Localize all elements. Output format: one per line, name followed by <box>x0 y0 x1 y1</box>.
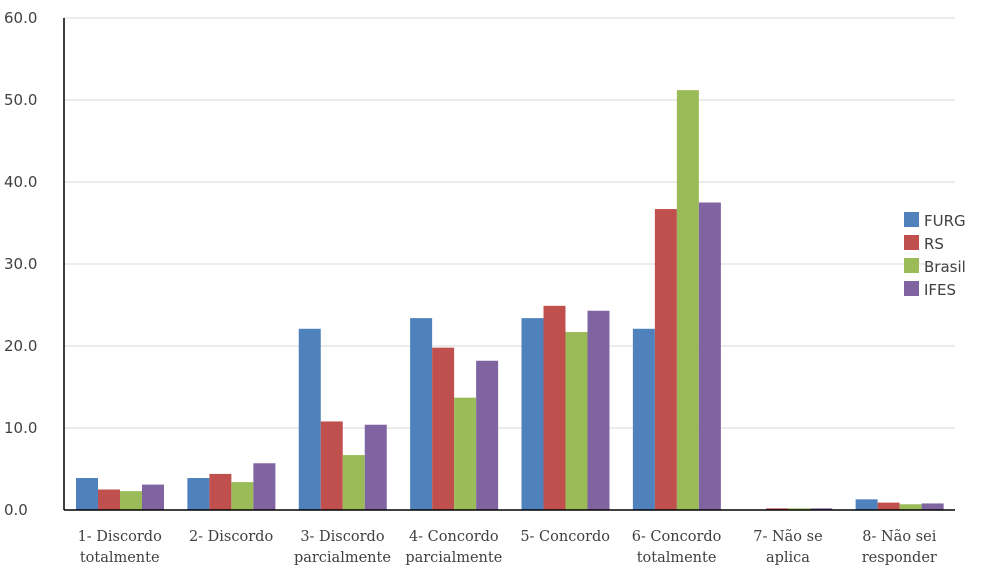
legend-label: IFES <box>924 281 956 299</box>
bar-furg-3 <box>298 328 321 510</box>
bar-furg-6 <box>632 328 655 510</box>
bar-rs-7 <box>766 508 789 510</box>
bar-rs-4 <box>432 347 455 510</box>
bar-ifes-3 <box>364 424 387 510</box>
bar-rs-5 <box>543 305 566 510</box>
legend-label: RS <box>924 235 944 253</box>
bar-ifes-7 <box>810 508 833 510</box>
x-category-label: 8- Não sei <box>862 529 936 545</box>
bar-brasil-1 <box>120 491 142 510</box>
y-tick-label: 50.0 <box>4 91 37 109</box>
legend-swatch-brasil <box>904 258 919 273</box>
x-category-label: 3- Discordo <box>300 529 384 545</box>
x-category-label: totalmente <box>80 550 160 566</box>
x-category-label: 5- Concordo <box>520 529 610 545</box>
x-category-label: parcialmente <box>405 550 502 566</box>
legend-swatch-rs <box>904 235 919 250</box>
gridlines <box>64 17 955 429</box>
x-category-label: 6- Concordo <box>632 529 722 545</box>
x-category-label: parcialmente <box>294 550 391 566</box>
bar-ifes-8 <box>921 503 944 510</box>
legend-swatch-furg <box>904 212 919 227</box>
y-tick-label: 0.0 <box>4 501 28 519</box>
x-category-label: 2- Discordo <box>189 529 273 545</box>
x-axis: 1- Discordo totalmente 2- Discordo 3- Disco… <box>64 509 955 566</box>
bar-brasil-3 <box>342 455 365 510</box>
bar-brasil-5 <box>565 332 588 510</box>
y-tick-label: 20.0 <box>4 337 37 355</box>
bar-rs-3 <box>320 421 343 510</box>
legend-swatch-ifes <box>904 281 919 296</box>
x-category-label: 7- Não se <box>753 529 822 545</box>
x-category-label: aplica <box>766 550 810 566</box>
legend: FURG RS Brasil IFES <box>904 212 966 299</box>
bar-furg-1 <box>76 478 98 510</box>
bar-rs-8 <box>877 502 900 510</box>
bar-brasil-7 <box>788 508 811 510</box>
bar-rs-6 <box>654 209 677 510</box>
y-tick-label: 30.0 <box>4 255 37 273</box>
bar-ifes-1 <box>142 484 164 510</box>
bar-brasil-4 <box>454 397 477 510</box>
bar-furg-5 <box>521 318 544 510</box>
legend-label: FURG <box>924 212 966 230</box>
x-category-label: 1- Discordo <box>78 529 162 545</box>
y-tick-label: 10.0 <box>4 419 37 437</box>
x-category-label: responder <box>862 550 937 566</box>
bar-brasil-6 <box>676 90 699 510</box>
bar-furg-2 <box>187 478 210 510</box>
legend-label: Brasil <box>924 258 966 276</box>
bar-furg-4 <box>410 318 433 510</box>
bar-brasil-2 <box>231 482 254 510</box>
bar-ifes-4 <box>476 360 499 510</box>
bar-furg-8 <box>855 499 878 510</box>
y-axis: 0.0 10.0 20.0 30.0 40.0 50.0 60.0 <box>4 9 65 519</box>
x-category-label: 4- Concordo <box>409 529 499 545</box>
bar-ifes-2 <box>253 463 276 510</box>
y-tick-label: 60.0 <box>4 9 37 27</box>
bar-rs-2 <box>209 473 232 510</box>
x-category-label: totalmente <box>637 550 717 566</box>
bars <box>76 90 944 510</box>
y-tick-label: 40.0 <box>4 173 37 191</box>
bar-ifes-5 <box>587 310 610 510</box>
bar-ifes-6 <box>698 202 721 510</box>
bar-rs-1 <box>98 489 120 510</box>
bar-brasil-8 <box>899 504 922 510</box>
